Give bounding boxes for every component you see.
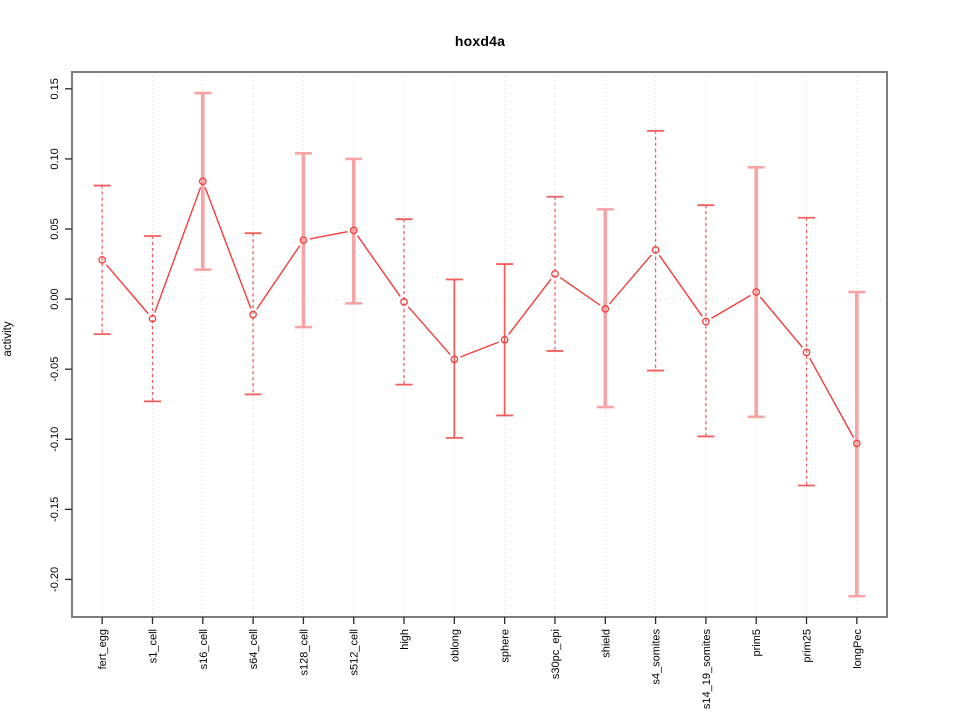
data-point [752, 288, 761, 296]
x-tick-label: s30pc_epi [550, 629, 562, 679]
x-tick-label: s16_cell [198, 629, 210, 669]
x-tick-label: shield [600, 629, 612, 658]
x-tick-label: s14_19_somites [701, 629, 713, 710]
data-point [249, 310, 257, 319]
line-segment [356, 235, 401, 297]
x-tick-label: oblong [449, 629, 461, 662]
data-point [198, 177, 207, 186]
y-tick-label: 0.05 [49, 218, 61, 239]
line-segment [658, 254, 703, 317]
x-tick-label: s512_cell [349, 629, 361, 675]
data-point [349, 226, 358, 235]
line-segment [559, 276, 601, 306]
data-point [98, 255, 107, 264]
x-tick-label: s128_cell [298, 629, 310, 675]
x-tick-label: s1_cell [147, 629, 159, 663]
gridlines [72, 72, 887, 617]
x-tick-label: s4_somites [651, 629, 663, 685]
y-tick-label: -0.05 [49, 357, 61, 382]
line-segment [508, 278, 552, 335]
chart-title: hoxd4a [454, 33, 506, 49]
x-tick-label: s64_cell [248, 629, 260, 669]
y-tick-label: -0.20 [49, 567, 61, 592]
data-point [852, 439, 861, 448]
data-point [702, 317, 710, 326]
plot-frame [71, 71, 888, 618]
data-point [601, 305, 610, 313]
x-tick-label: prim25 [802, 629, 814, 663]
line-segment [759, 296, 803, 348]
data-point [802, 348, 811, 357]
y-tick-label: -0.15 [49, 497, 61, 522]
data-point [450, 355, 459, 364]
x-tick-label: prim5 [751, 629, 763, 657]
line-segment [204, 187, 252, 309]
line-segment [460, 341, 499, 358]
y-tick-label: 0.10 [49, 148, 61, 169]
data-point [400, 298, 408, 306]
y-axis: 0.15 0.10 0.05 0.00 -0.05 -0.10 -0.15 -0.20 [49, 78, 72, 592]
y-tick-label: 0.00 [49, 288, 61, 309]
x-tick-label: high [399, 629, 411, 650]
line-segment [256, 245, 301, 310]
line-segment [608, 254, 652, 305]
data-points [98, 177, 861, 448]
line-segment [711, 294, 751, 319]
data-point [651, 246, 660, 254]
x-tick-label: fert_egg [97, 629, 109, 669]
y-tick-label: 0.15 [49, 78, 61, 99]
data-point [148, 314, 157, 323]
data-point [551, 270, 559, 278]
line-segment [154, 187, 202, 313]
data-point [299, 236, 308, 245]
line-segment [309, 230, 348, 240]
x-axis: fert_egg s1_cell s16_cell s64_cell s128_cell… [97, 617, 864, 709]
x-tick-label: sphere [500, 629, 512, 663]
line-segment [105, 264, 149, 315]
data-point [500, 335, 509, 344]
error-bars [93, 91, 866, 598]
line-segment [809, 357, 855, 439]
line-segment [407, 306, 451, 355]
series-line [105, 187, 855, 439]
y-tick-label: -0.10 [49, 427, 61, 452]
x-tick-label: longPec [852, 629, 864, 669]
